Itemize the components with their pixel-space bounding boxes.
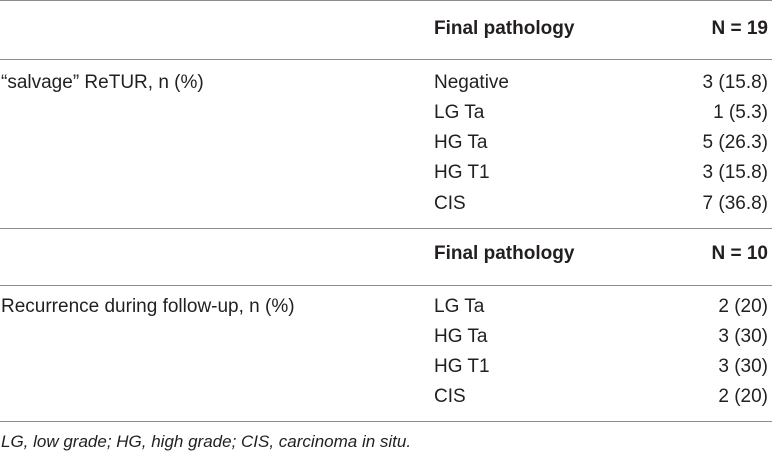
section-1-row-label: “salvage” ReTUR, n (%) bbox=[1, 72, 204, 93]
section-2-row-2-pathology: HG Ta bbox=[434, 326, 488, 347]
table-top-rule bbox=[0, 0, 772, 1]
section-1-row-2-value: 1 (5.3) bbox=[713, 102, 768, 123]
section-2-row-4-value: 2 (20) bbox=[718, 386, 768, 407]
section-1-row-4-value: 3 (15.8) bbox=[702, 162, 768, 183]
section-1-header-rule bbox=[0, 59, 772, 60]
section-1-row-1-pathology: Negative bbox=[434, 72, 509, 93]
section-1-row-3-value: 5 (26.3) bbox=[702, 132, 768, 153]
section-1-row-5-value: 7 (36.8) bbox=[702, 193, 768, 214]
section-1-pathology-header: Final pathology bbox=[434, 18, 575, 39]
table-bottom-rule bbox=[0, 421, 772, 422]
section-1-row-1-value: 3 (15.8) bbox=[702, 72, 768, 93]
section-1-n-header: N = 19 bbox=[711, 18, 768, 39]
section-2-header-rule bbox=[0, 285, 772, 286]
section-2-row-3-pathology: HG T1 bbox=[434, 356, 490, 377]
section-2-row-2-value: 3 (30) bbox=[718, 326, 768, 347]
section-1-row-2-pathology: LG Ta bbox=[434, 102, 485, 123]
section-2-row-1-pathology: LG Ta bbox=[434, 296, 485, 317]
table-footnote: LG, low grade; HG, high grade; CIS, carc… bbox=[1, 432, 412, 451]
section-2-row-1-value: 2 (20) bbox=[718, 296, 768, 317]
section-divider-rule bbox=[0, 228, 772, 229]
section-2-row-label: Recurrence during follow-up, n (%) bbox=[1, 296, 295, 317]
section-2-n-header: N = 10 bbox=[711, 243, 768, 264]
section-2-row-3-value: 3 (30) bbox=[718, 356, 768, 377]
section-1-row-5-pathology: CIS bbox=[434, 193, 466, 214]
section-1-row-4-pathology: HG T1 bbox=[434, 162, 490, 183]
section-2-row-4-pathology: CIS bbox=[434, 386, 466, 407]
section-2-pathology-header: Final pathology bbox=[434, 243, 575, 264]
section-1-row-3-pathology: HG Ta bbox=[434, 132, 488, 153]
